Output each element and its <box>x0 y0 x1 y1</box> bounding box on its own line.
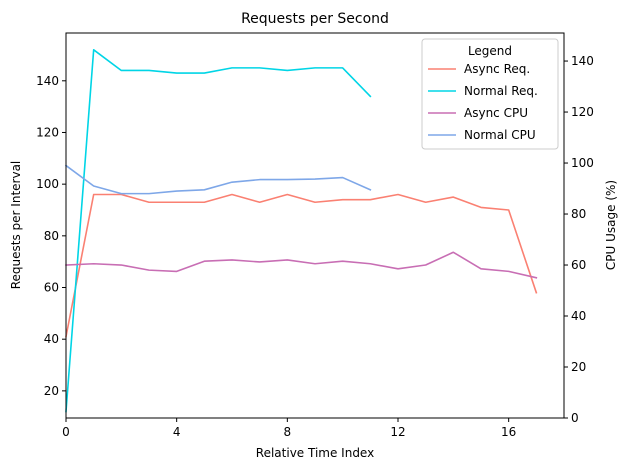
legend: Legend Async Req. Normal Req. Async CPU Norm… <box>421 38 559 150</box>
series-layer <box>64 48 538 413</box>
series-line-async-req <box>65 193 538 338</box>
y-tick-label: 80 <box>44 229 59 243</box>
axis-layer: 0 4 8 12 16 20 40 60 80 100 120 140 0 20 40 60 80 100 120 1… <box>36 32 594 439</box>
y2-tick-label: 140 <box>571 54 594 68</box>
y2-tick-label: 80 <box>571 207 586 221</box>
x-tick-label: 0 <box>62 425 70 439</box>
y-tick-label: 100 <box>36 177 59 191</box>
y-tick-label: 120 <box>36 125 59 139</box>
y2-tick-label: 60 <box>571 258 586 272</box>
y2-tick-label: 20 <box>571 360 586 374</box>
series-line-normal-cpu <box>64 164 372 195</box>
chart-title: Requests per Second <box>241 11 389 27</box>
y-tick-label: 140 <box>36 74 59 88</box>
y2-tick-label: 120 <box>571 105 594 119</box>
x-axis-title: Relative Time Index <box>256 446 374 460</box>
y2-tick-label: 100 <box>571 156 594 170</box>
y-tick-label: 40 <box>44 332 59 346</box>
legend-label: Normal CPU <box>464 128 536 142</box>
plot-frame <box>65 32 565 419</box>
legend-label: Normal Req. <box>464 84 538 98</box>
legend-box <box>421 38 559 150</box>
series-line-normal-req <box>65 48 372 413</box>
y2-tick-label: 40 <box>571 309 586 323</box>
y-axis-title: Requests per Interval <box>9 161 23 290</box>
x-tick-label: 12 <box>390 425 405 439</box>
x-tick-label: 8 <box>284 425 292 439</box>
x-tick-label: 16 <box>501 425 516 439</box>
y-tick-label: 60 <box>44 281 59 295</box>
x-tick-label: 4 <box>173 425 181 439</box>
y2-axis-title: CPU Usage (%) <box>604 180 618 270</box>
legend-title: Legend <box>468 44 512 58</box>
series-line-async-cpu <box>65 251 538 279</box>
legend-label: Async CPU <box>464 106 528 120</box>
y2-tick-label: 0 <box>571 411 579 425</box>
y-tick-label: 20 <box>44 384 59 398</box>
legend-label: Async Req. <box>464 62 530 76</box>
